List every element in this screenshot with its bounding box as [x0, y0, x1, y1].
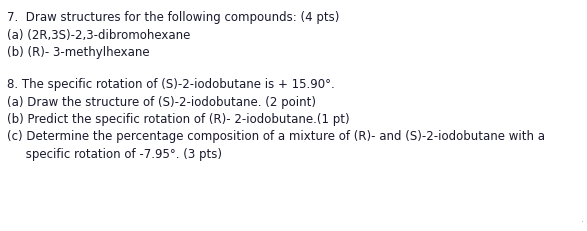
Text: 7.  Draw structures for the following compounds: (4 pts): 7. Draw structures for the following com…	[7, 11, 339, 24]
Text: .: .	[581, 214, 584, 224]
Text: (a) Draw the structure of (S)-2-iodobutane. (2 point): (a) Draw the structure of (S)-2-iodobuta…	[7, 96, 316, 109]
Text: specific rotation of -7.95°. (3 pts): specific rotation of -7.95°. (3 pts)	[7, 148, 222, 161]
Text: (b) Predict the specific rotation of (R)- 2-iodobutane.(1 pt): (b) Predict the specific rotation of (R)…	[7, 113, 350, 126]
Text: 8. The specific rotation of (S)-2-iodobutane is + 15.90°.: 8. The specific rotation of (S)-2-iodobu…	[7, 78, 335, 91]
Text: (b) (R)- 3-methylhexane: (b) (R)- 3-methylhexane	[7, 46, 150, 59]
Text: (a) (2R,3S)-2,3-dibromohexane: (a) (2R,3S)-2,3-dibromohexane	[7, 29, 190, 42]
Text: (c) Determine the percentage composition of a mixture of (R)- and (S)-2-iodobuta: (c) Determine the percentage composition…	[7, 130, 545, 143]
